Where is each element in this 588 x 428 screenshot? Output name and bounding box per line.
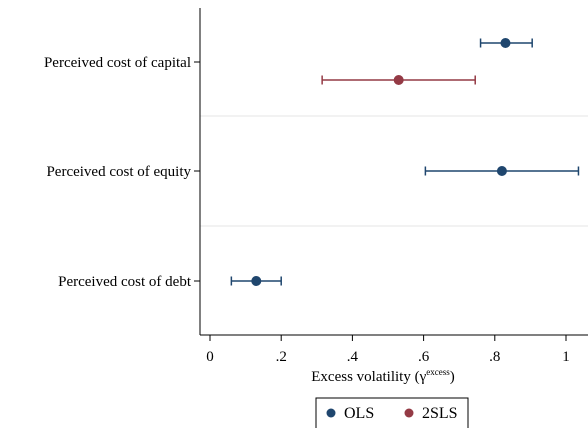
x-tick-label-4: .8: [489, 349, 500, 365]
x-tick-label-0: 0: [206, 349, 214, 365]
x-tick-label-2: .4: [347, 349, 359, 365]
series-0-point-2-marker: [251, 276, 262, 286]
x-axis-title-close: ): [450, 369, 455, 385]
legend-label-0: OLS: [344, 405, 374, 422]
legend-marker-1: [404, 408, 414, 418]
x-axis-title-main: Excess volatility (γ: [311, 369, 426, 385]
series-0-point-1-marker: [496, 166, 507, 176]
x-tick-label-3: .6: [418, 349, 430, 365]
category-label-2: Perceived cost of debt: [58, 274, 192, 290]
series-0-point-0-marker: [500, 38, 511, 48]
category-label-0: Perceived cost of capital: [44, 55, 191, 71]
x-axis-title-superscript: excess: [426, 367, 450, 377]
legend-marker-0: [326, 408, 336, 418]
legend-box: [315, 397, 469, 428]
x-axis-title: Excess volatility (γexcess): [311, 367, 454, 385]
x-tick-label-1: .2: [276, 349, 287, 365]
x-tick-label-5: 1: [562, 349, 570, 365]
category-label-1: Perceived cost of equity: [46, 164, 191, 180]
legend-label-1: 2SLS: [422, 405, 458, 422]
series-1-point-0-marker: [393, 75, 404, 85]
